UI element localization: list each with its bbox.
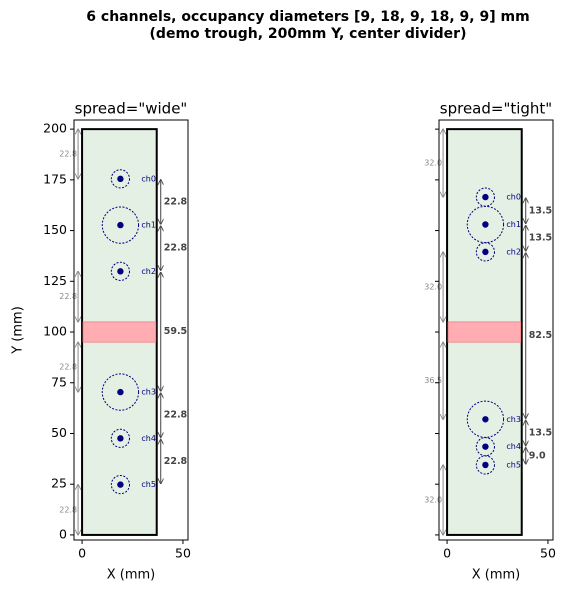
occupancy-circle xyxy=(475,242,495,262)
gap-label: 22.8 xyxy=(164,456,188,467)
channel-label: ch4 xyxy=(506,442,521,451)
edge-gap-label: 22.8 xyxy=(59,149,77,158)
divider xyxy=(447,321,522,343)
gap-label: 82.5 xyxy=(529,330,552,341)
channel-center xyxy=(482,461,489,469)
occupancy-circle xyxy=(110,169,130,189)
gap-label: 59.5 xyxy=(164,326,187,337)
axes-frame xyxy=(438,119,554,541)
y-tick-label: 0 xyxy=(59,526,67,541)
figure-subtitle: (demo trough, 200mm Y, center divider) xyxy=(150,26,467,42)
channel-center xyxy=(117,388,124,396)
channel-center xyxy=(117,221,124,229)
gap-label: 13.5 xyxy=(529,233,552,244)
edge-gap-label: 32.0 xyxy=(424,159,442,168)
channel-center xyxy=(482,221,489,228)
axes-title: spread="wide" xyxy=(75,100,188,118)
channel-label: ch1 xyxy=(506,220,521,229)
gap-label: 22.8 xyxy=(164,410,188,421)
y-tick-label: 75 xyxy=(51,374,67,389)
occupancy-circle xyxy=(110,261,130,281)
edge-gap-label: 22.8 xyxy=(59,292,77,301)
x-tick-label: 50 xyxy=(540,546,556,561)
channel-label: ch4 xyxy=(141,434,156,443)
occupancy-circle xyxy=(101,373,140,411)
edge-gap-label: 36.5 xyxy=(424,376,442,385)
y-axis-label: Y (mm) xyxy=(11,306,26,355)
channel-center xyxy=(117,435,124,442)
occupancy-circle xyxy=(475,455,495,475)
x-axis-label: X (mm) xyxy=(472,568,521,583)
y-tick-label: 175 xyxy=(43,171,67,186)
y-tick-label: 150 xyxy=(43,222,67,237)
channel-center xyxy=(482,193,489,201)
channel-label: ch5 xyxy=(141,480,156,489)
occupancy-circle xyxy=(110,428,130,448)
channel-label: ch0 xyxy=(141,174,156,183)
x-tick-label: 0 xyxy=(78,546,86,561)
channel-label: ch2 xyxy=(141,267,156,276)
edge-gap-label: 32.0 xyxy=(424,282,442,291)
channel-label: ch5 xyxy=(506,460,521,469)
occupancy-circle xyxy=(101,206,140,244)
edge-gap-label: 32.0 xyxy=(424,495,442,504)
gap-label: 9.0 xyxy=(529,450,546,461)
axes-frame xyxy=(73,119,189,541)
y-tick-label: 100 xyxy=(43,324,67,339)
x-axis-label: X (mm) xyxy=(107,568,156,583)
figure-title: 6 channels, occupancy diameters [9, 18, … xyxy=(86,9,529,25)
y-tick-label: 50 xyxy=(51,425,67,440)
channel-label: ch3 xyxy=(506,415,521,424)
channel-center xyxy=(117,175,124,183)
edge-gap-label: 22.8 xyxy=(59,363,77,372)
gap-label: 13.5 xyxy=(529,427,552,438)
channel-label: ch2 xyxy=(506,247,521,256)
channel-center xyxy=(482,416,489,423)
axes-title: spread="tight" xyxy=(440,100,552,118)
divider xyxy=(82,321,157,343)
channel-center xyxy=(482,248,489,256)
gap-label: 22.8 xyxy=(164,196,188,207)
gap-label: 22.8 xyxy=(164,243,188,254)
y-tick-label: 125 xyxy=(43,273,67,288)
edge-gap-label: 22.8 xyxy=(59,505,77,514)
channel-label: ch1 xyxy=(141,221,156,230)
gap-label: 13.5 xyxy=(529,205,552,216)
channel-center xyxy=(482,443,489,450)
channel-center xyxy=(117,481,124,488)
y-tick-label: 25 xyxy=(51,476,67,491)
channel-center xyxy=(117,268,124,275)
y-tick-label: 200 xyxy=(43,121,67,136)
x-tick-label: 0 xyxy=(443,546,451,561)
x-tick-label: 50 xyxy=(175,546,191,561)
occupancy-circle xyxy=(110,475,130,495)
channel-label: ch3 xyxy=(141,388,156,397)
channel-label: ch0 xyxy=(506,193,521,202)
